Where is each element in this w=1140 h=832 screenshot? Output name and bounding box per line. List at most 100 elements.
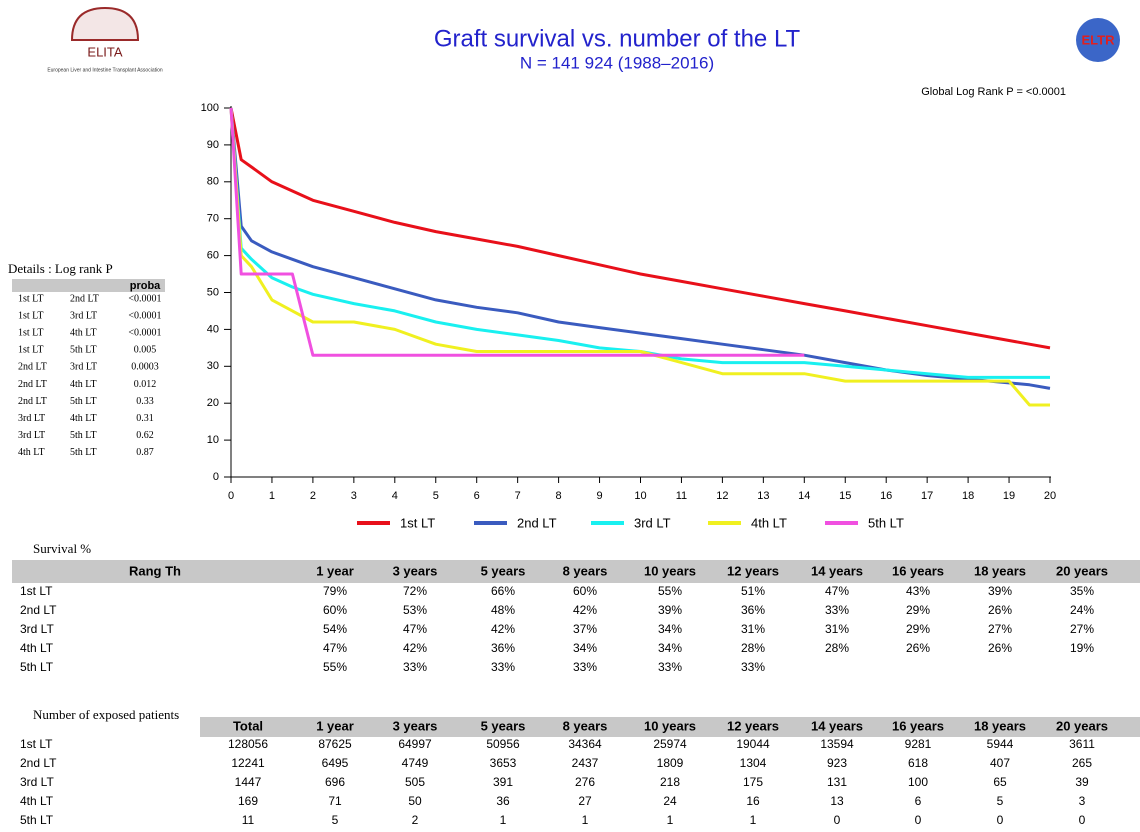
exposed-cell: 169 (238, 794, 258, 808)
series-line (229, 107, 805, 357)
details-cell: <0.0001 (128, 327, 161, 338)
survival-cell: 39% (658, 603, 682, 617)
exposed-cell: 24 (663, 794, 677, 808)
y-tick-label: 60 (207, 250, 219, 262)
survival-cell: 51% (741, 584, 765, 598)
survival-cell: 26% (988, 641, 1012, 655)
survival-cell: 35% (1070, 584, 1094, 598)
series-line (229, 107, 1051, 390)
survival-cell: 34% (658, 622, 682, 636)
logo-caption: European Liver and Intestine Transplant … (47, 67, 163, 73)
survival-cell: 42% (491, 622, 515, 636)
exposed-header: 3 years (393, 718, 438, 733)
survival-cell: 4th LT (20, 641, 54, 655)
legend-label: 3rd LT (634, 515, 671, 530)
survival-cell: 37% (573, 622, 597, 636)
x-tick-label: 0 (228, 490, 234, 502)
exposed-cell: 5944 (987, 737, 1014, 751)
exposed-cell: 5th LT (20, 813, 54, 827)
survival-cell: 43% (906, 584, 930, 598)
x-tick-label: 8 (556, 490, 562, 502)
x-tick-label: 3 (351, 490, 357, 502)
legend-label: 4th LT (751, 515, 787, 530)
exposed-cell: 696 (325, 775, 345, 789)
details-cell: 0.0003 (131, 362, 159, 373)
exposed-cell: 87625 (318, 737, 352, 751)
exposed-header: 1 year (316, 718, 354, 733)
exposed-cell: 100 (908, 775, 928, 789)
x-tick-label: 1 (269, 490, 275, 502)
survival-cell: 33% (573, 660, 597, 674)
exposed-header: 12 years (727, 718, 779, 733)
survival-cell: 34% (658, 641, 682, 655)
x-tick-label: 15 (839, 490, 851, 502)
survival-cell: 31% (825, 622, 849, 636)
x-tick-label: 14 (798, 490, 810, 502)
exposed-cell: 6 (915, 794, 922, 808)
y-tick-label: 30 (207, 360, 219, 372)
survival-header: 3 years (393, 563, 438, 578)
exposed-cell: 276 (575, 775, 595, 789)
survival-header: 14 years (811, 563, 863, 578)
exposed-cell: 391 (493, 775, 513, 789)
exposed-cell: 0 (997, 813, 1004, 827)
exposed-cell: 505 (405, 775, 425, 789)
survival-cell: 60% (323, 603, 347, 617)
exposed-cell: 1 (582, 813, 589, 827)
y-tick-label: 80 (207, 176, 219, 188)
details-cell: <0.0001 (128, 310, 161, 321)
survival-cell: 26% (906, 641, 930, 655)
exposed-cell: 2 (412, 813, 419, 827)
exposed-cell: 5 (332, 813, 339, 827)
exposed-cell: 0 (1079, 813, 1086, 827)
exposed-header: 16 years (892, 718, 944, 733)
survival-cell: 2nd LT (20, 603, 57, 617)
exposed-cell: 12241 (231, 756, 265, 770)
y-tick-label: 10 (207, 434, 219, 446)
details-cell: 1st LT (18, 345, 43, 356)
x-tick-label: 9 (596, 490, 602, 502)
details-cell: 4th LT (18, 447, 45, 458)
chart-title: Graft survival vs. number of the LT (434, 25, 801, 52)
details-cell: 3rd LT (70, 362, 97, 373)
survival-cell: 28% (741, 641, 765, 655)
x-tick-label: 16 (880, 490, 892, 502)
survival-cell: 36% (491, 641, 515, 655)
details-cell: 1st LT (18, 310, 43, 321)
exposed-cell: 16 (746, 794, 760, 808)
x-tick-label: 4 (392, 490, 398, 502)
details-header: proba (130, 280, 161, 292)
exposed-cell: 50956 (486, 737, 520, 751)
y-tick-label: 90 (207, 139, 219, 151)
details-cell: 3rd LT (18, 430, 45, 441)
exposed-header: 20 years (1056, 718, 1108, 733)
eltr-badge: ELTR (1076, 18, 1120, 62)
exposed-cell: 1st LT (20, 737, 53, 751)
survival-cell: 33% (403, 660, 427, 674)
exposed-header: 14 years (811, 718, 863, 733)
details-cell: 2nd LT (18, 379, 47, 390)
details-cell: 0.62 (136, 430, 154, 441)
exposed-header: 18 years (974, 718, 1026, 733)
legend-label: 1st LT (400, 515, 435, 530)
details-title: Details : Log rank P (8, 261, 113, 276)
y-tick-label: 20 (207, 397, 219, 409)
badge-globe (1076, 18, 1120, 62)
details-cell: 0.31 (136, 413, 154, 424)
details-cell: 4th LT (70, 327, 97, 338)
x-tick-label: 12 (716, 490, 728, 502)
y-tick-label: 0 (213, 471, 219, 483)
details-cell: 4th LT (70, 379, 97, 390)
elita-logo: ELITA European Liver and Intestine Trans… (47, 6, 163, 73)
survival-cell: 34% (573, 641, 597, 655)
exposed-header: 8 years (563, 718, 608, 733)
exposed-header: 5 years (481, 718, 526, 733)
survival-cell: 24% (1070, 603, 1094, 617)
annotation: Global Log Rank P = <0.0001 (921, 86, 1066, 98)
x-tick-label: 19 (1003, 490, 1015, 502)
y-tick-label: 40 (207, 323, 219, 335)
exposed-cell: 265 (1072, 756, 1092, 770)
details-cell: 0.005 (134, 345, 157, 356)
exposed-cell: 19044 (736, 737, 770, 751)
survival-cell: 53% (403, 603, 427, 617)
